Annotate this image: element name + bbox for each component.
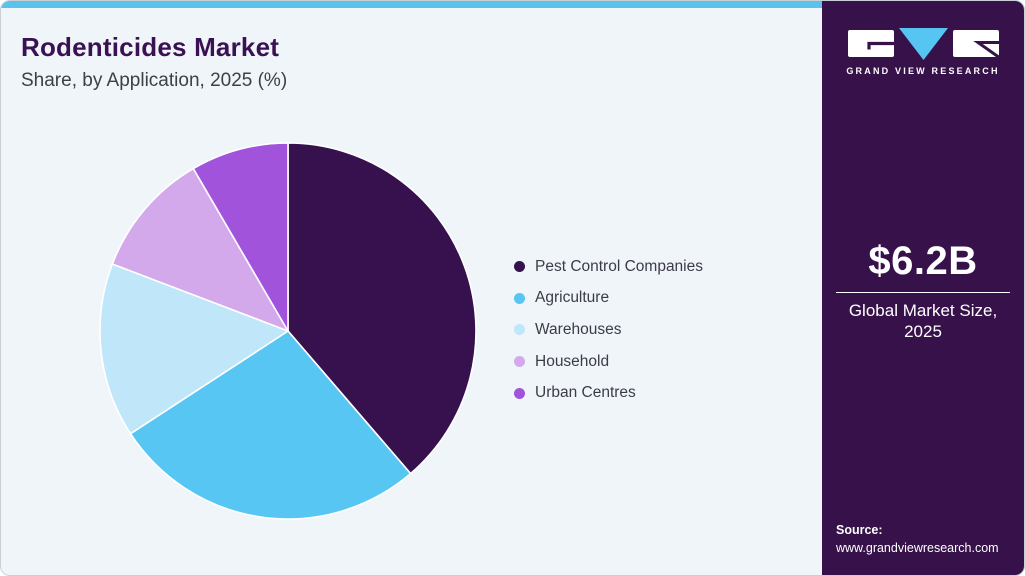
legend-label: Agriculture: [535, 289, 610, 307]
pie-chart: [98, 141, 478, 521]
legend-swatch-icon: [514, 387, 525, 399]
legend: Pest Control Companies Agriculture Warehou…: [514, 251, 703, 409]
market-size-value: $6.2B: [868, 239, 978, 283]
accent-topbar: [1, 1, 822, 8]
legend-label: Urban Centres: [535, 384, 636, 402]
chart-header: Rodenticides Market Share, by Applicatio…: [1, 8, 822, 92]
pie-chart-svg: [99, 142, 477, 520]
brand-logo: GRAND VIEW RESEARCH: [846, 28, 1001, 76]
legend-item: Urban Centres: [514, 377, 703, 409]
pie-slice-household: [111, 167, 289, 332]
legend-label: Warehouses: [535, 320, 622, 338]
market-size-caption: Global Market Size, 2025: [848, 301, 998, 342]
logo-r-notch: [972, 41, 1001, 60]
chart-panel: Rodenticides Market Share, by Applicatio…: [1, 1, 822, 575]
logo-triangle-icon: [898, 28, 948, 60]
source-label: Source:: [836, 522, 883, 537]
page-subtitle: Share, by Application, 2025 (%): [21, 70, 288, 91]
pie-slice-pest-control-companies: [287, 142, 477, 475]
legend-item: Household: [514, 346, 703, 378]
source-url: www.grandviewresearch.com: [836, 541, 999, 556]
page-title: Rodenticides Market: [21, 32, 280, 62]
gvr-logo-icon: [847, 28, 1001, 60]
pie-slice-agriculture: [129, 330, 412, 520]
legend-swatch-icon: [514, 261, 525, 273]
market-size-block: $6.2B Global Market Size, 2025: [822, 239, 1024, 343]
legend-swatch-icon: [514, 356, 525, 368]
market-size-divider: [836, 292, 1010, 293]
logo-g-notch: [866, 41, 894, 50]
brand-wordmark: GRAND VIEW RESEARCH: [846, 66, 1000, 76]
legend-label: Pest Control Companies: [535, 257, 703, 275]
legend-item: Warehouses: [514, 314, 703, 346]
legend-label: Household: [535, 352, 610, 370]
legend-item: Agriculture: [514, 283, 703, 315]
pie-slice-warehouses: [99, 263, 289, 435]
pie-slice-urban-centres: [192, 142, 289, 332]
legend-swatch-icon: [514, 324, 525, 336]
legend-item: Pest Control Companies: [514, 251, 703, 283]
legend-swatch-icon: [514, 292, 525, 304]
source-block: Source: www.grandviewresearch.com: [836, 521, 999, 559]
sidebar: GRAND VIEW RESEARCH $6.2B Global Market …: [822, 1, 1024, 575]
